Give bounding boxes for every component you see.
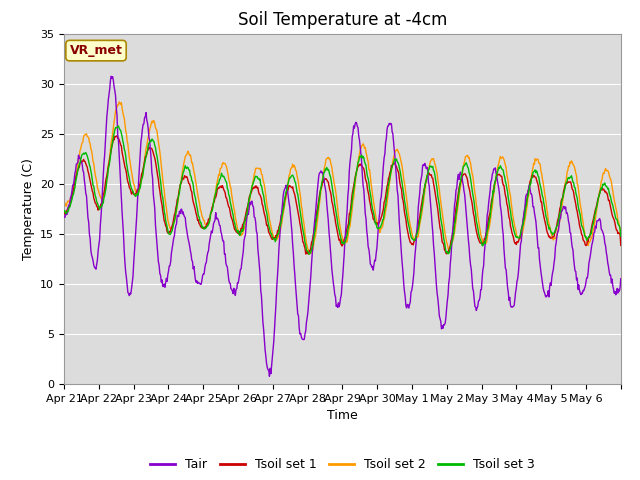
Tsoil set 2 xyxy=(256,166,264,171)
Tsoil set 1 xyxy=(302,251,310,257)
Tsoil set 3 xyxy=(617,233,625,239)
Tair xyxy=(266,373,273,379)
Tsoil set 3 xyxy=(60,208,68,214)
Line: Tsoil set 2: Tsoil set 2 xyxy=(64,102,621,253)
Tsoil set 1 xyxy=(256,192,264,198)
Tair xyxy=(278,209,285,215)
Tair xyxy=(401,294,409,300)
Y-axis label: Temperature (C): Temperature (C) xyxy=(22,158,35,260)
Line: Tsoil set 3: Tsoil set 3 xyxy=(64,126,621,254)
Tsoil set 1 xyxy=(228,217,236,223)
Tsoil set 1 xyxy=(277,213,285,219)
Text: VR_met: VR_met xyxy=(70,44,122,57)
X-axis label: Time: Time xyxy=(327,409,358,422)
Tsoil set 2 xyxy=(228,196,236,202)
Tsoil set 1 xyxy=(433,198,440,204)
Tsoil set 3 xyxy=(115,123,122,129)
Line: Tair: Tair xyxy=(64,76,621,376)
Tsoil set 1 xyxy=(60,212,68,217)
Tsoil set 3 xyxy=(433,181,440,187)
Tair xyxy=(126,290,134,296)
Tair xyxy=(60,214,68,219)
Tair xyxy=(228,288,236,294)
Tsoil set 3 xyxy=(228,209,236,215)
Tsoil set 1 xyxy=(113,133,121,139)
Tsoil set 2 xyxy=(307,251,315,256)
Tsoil set 2 xyxy=(433,167,440,173)
Tsoil set 3 xyxy=(305,251,313,257)
Tsoil set 2 xyxy=(277,223,285,229)
Tair xyxy=(256,271,264,276)
Tsoil set 1 xyxy=(126,186,134,192)
Tsoil set 2 xyxy=(617,235,625,241)
Tsoil set 3 xyxy=(277,219,285,225)
Tair xyxy=(108,73,115,79)
Title: Soil Temperature at -4cm: Soil Temperature at -4cm xyxy=(237,11,447,29)
Line: Tsoil set 1: Tsoil set 1 xyxy=(64,136,621,254)
Tair xyxy=(433,282,440,288)
Tsoil set 2 xyxy=(401,186,409,192)
Tsoil set 3 xyxy=(401,201,409,207)
Tsoil set 3 xyxy=(126,180,134,186)
Tsoil set 2 xyxy=(126,158,134,164)
Legend: Tair, Tsoil set 1, Tsoil set 2, Tsoil set 3: Tair, Tsoil set 1, Tsoil set 2, Tsoil se… xyxy=(145,453,540,476)
Tsoil set 2 xyxy=(115,99,123,105)
Tsoil set 1 xyxy=(617,242,625,248)
Tsoil set 2 xyxy=(60,198,68,204)
Tsoil set 3 xyxy=(256,176,264,182)
Tair xyxy=(617,276,625,281)
Tsoil set 1 xyxy=(401,213,409,219)
